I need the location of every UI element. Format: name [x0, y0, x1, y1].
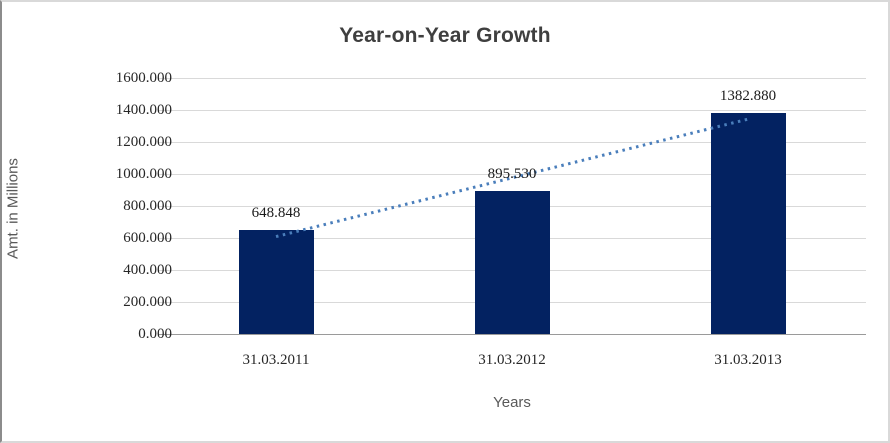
- gridline: [158, 142, 866, 143]
- gridline: [158, 78, 866, 79]
- bar: [238, 230, 314, 334]
- x-axis-line: [158, 334, 866, 335]
- y-tick-label: 200.000: [123, 294, 172, 310]
- bar-data-label: 895.530: [487, 165, 537, 182]
- y-tick-label: 800.000: [123, 198, 172, 214]
- x-tick-label: 31.03.2011: [242, 352, 310, 368]
- y-tick-label: 400.000: [123, 262, 172, 278]
- gridline: [158, 110, 866, 111]
- x-axis-title: Years: [493, 394, 531, 411]
- x-tick-label: 31.03.2013: [714, 352, 782, 368]
- y-tick-label: 1400.000: [115, 102, 172, 118]
- y-tick-label: 600.000: [123, 230, 172, 246]
- y-tick-label: 1000.000: [115, 166, 172, 182]
- y-tick-label: 1200.000: [115, 134, 172, 150]
- bar-data-label: 1382.880: [719, 87, 777, 104]
- gridline: [158, 174, 866, 175]
- bar: [474, 190, 550, 334]
- chart-title: Year-on-Year Growth: [339, 24, 551, 47]
- y-tick-label: 1600.000: [115, 70, 172, 86]
- y-axis-title: Amt. in Millions: [4, 158, 22, 259]
- bar-data-label: 648.848: [251, 205, 301, 222]
- y-tick-label: 0.000: [138, 326, 172, 342]
- bar: [710, 112, 786, 334]
- x-tick-label: 31.03.2012: [478, 352, 546, 368]
- plot-area: [158, 78, 866, 335]
